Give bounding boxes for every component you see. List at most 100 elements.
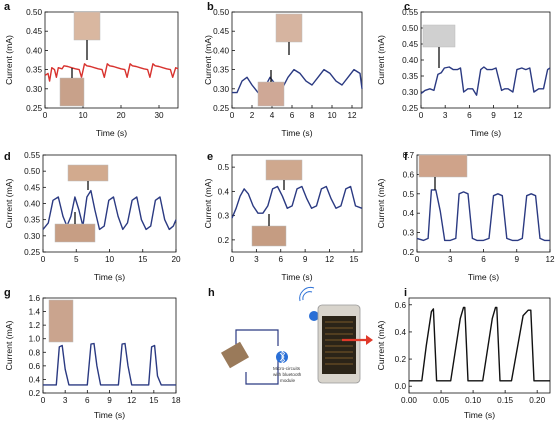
x-tick-label: 0 bbox=[41, 255, 46, 264]
x-tick-label: 0.05 bbox=[433, 396, 449, 405]
y-tick-label: 0.50 bbox=[402, 24, 418, 33]
x-axis-label: Time (s) bbox=[281, 272, 312, 282]
y-tick-label: 0.4 bbox=[29, 375, 41, 384]
series-line-g bbox=[43, 342, 176, 386]
panel-e: e 0.2 0.3 0.4 0.5 0 3 6 9 12 15 Time (s) Current (mA… bbox=[203, 151, 363, 282]
y-tick-label: 0.55 bbox=[24, 151, 40, 160]
panel-g: g 0.2 0.4 0.6 0.8 1.0 1.2 1.4 1.6 0 3 6 9 12 15 18 Time … bbox=[4, 287, 181, 420]
wireless-signal-icon bbox=[299, 287, 315, 302]
y-tick-label: 0.4 bbox=[218, 187, 230, 196]
y-tick-label: 0.45 bbox=[213, 27, 229, 36]
y-tick-label: 0.30 bbox=[213, 85, 229, 94]
y-tick-label: 0.55 bbox=[402, 8, 418, 17]
x-tick-label: 9 bbox=[303, 255, 308, 264]
x-axis-label: Time (s) bbox=[468, 272, 499, 282]
x-tick-label: 12 bbox=[127, 396, 137, 405]
bluetooth-icon bbox=[309, 311, 319, 321]
y-tick-label: 0.25 bbox=[24, 248, 40, 257]
x-tick-label: 0 bbox=[230, 255, 235, 264]
y-axis-label: Current (mA) bbox=[376, 321, 386, 371]
y-tick-label: 0.35 bbox=[26, 66, 42, 75]
y-tick-label: 0.25 bbox=[402, 104, 418, 113]
plot-frame bbox=[408, 297, 551, 394]
x-tick-label: 0.15 bbox=[497, 396, 513, 405]
inset-cheek-a bbox=[275, 13, 303, 43]
x-tick-label: 20 bbox=[116, 111, 126, 120]
x-tick-label: 10 bbox=[105, 255, 115, 264]
panel-c: c 0.25 0.30 0.35 0.40 0.45 0.50 0.55 0 3 6 9 12 Time … bbox=[376, 1, 551, 138]
plot-frame bbox=[231, 11, 363, 109]
x-tick-label: 6 bbox=[290, 111, 295, 120]
x-tick-label: 12 bbox=[347, 111, 357, 120]
panel-f: f 0.2 0.3 0.4 0.5 0.6 0.7 0 3 6 9 12 Time (s) Current… bbox=[376, 151, 555, 282]
y-tick-label: 0.2 bbox=[29, 389, 41, 398]
panel-h-diagram: h Micro-circuits with bluetooth module bbox=[208, 287, 373, 385]
series-line-d bbox=[42, 189, 177, 231]
y-axis-label: Current (mA) bbox=[376, 35, 386, 85]
panel-label-f: f bbox=[404, 151, 408, 163]
y-tick-label: 0.2 bbox=[218, 236, 230, 245]
series-line-e bbox=[231, 185, 363, 219]
series-line-i bbox=[409, 306, 550, 382]
y-tick-label: 0.25 bbox=[26, 104, 42, 113]
series-line-c bbox=[420, 66, 551, 96]
inset-throat bbox=[48, 299, 74, 343]
y-tick-label: 0.50 bbox=[213, 8, 229, 17]
x-tick-label: 15 bbox=[349, 255, 359, 264]
y-tick-label: 0.2 bbox=[395, 355, 407, 364]
panel-b: b 0.25 0.30 0.35 0.40 0.45 0.50 0 2 4 6 8 10 12 Time (… bbox=[203, 1, 363, 138]
plot-frame bbox=[44, 11, 179, 109]
x-tick-label: 30 bbox=[154, 111, 164, 120]
x-tick-label: 4 bbox=[270, 111, 275, 120]
x-tick-label: 6 bbox=[467, 111, 472, 120]
bluetooth-module bbox=[276, 350, 288, 364]
panel-d: d 0.25 0.30 0.35 0.40 0.45 0.50 0.55 0 5 10 15 20 Tim… bbox=[4, 151, 181, 282]
inset-wrist-down bbox=[54, 223, 96, 243]
y-axis-label: Current (mA) bbox=[4, 321, 14, 371]
inset-arm bbox=[418, 154, 468, 178]
bluetooth-icon bbox=[279, 350, 286, 364]
smartphone-screen bbox=[322, 316, 356, 374]
inset-photos bbox=[48, 11, 468, 343]
y-tick-label: 0.40 bbox=[26, 46, 42, 55]
x-tick-label: 12 bbox=[325, 255, 335, 264]
x-tick-label: 3 bbox=[63, 396, 68, 405]
x-tick-label: 5 bbox=[74, 255, 79, 264]
y-tick-label: 0.35 bbox=[213, 66, 229, 75]
x-tick-label: 8 bbox=[310, 111, 315, 120]
inset-wrist-up bbox=[67, 164, 109, 182]
series-line-a bbox=[44, 63, 179, 82]
y-tick-label: 0.8 bbox=[29, 348, 41, 357]
x-tick-label: 10 bbox=[327, 111, 337, 120]
module-caption-line3: module bbox=[280, 378, 296, 383]
y-tick-label: 0.0 bbox=[395, 382, 407, 391]
y-tick-label: 0.6 bbox=[29, 362, 41, 371]
y-tick-label: 0.45 bbox=[26, 27, 42, 36]
x-tick-label: 0 bbox=[43, 111, 48, 120]
series-line-f bbox=[416, 189, 550, 242]
inset-sensor-patch bbox=[422, 24, 456, 48]
x-tick-label: 0 bbox=[415, 255, 420, 264]
module-caption-line1: Micro-circuits bbox=[273, 366, 301, 371]
panel-label-a: a bbox=[4, 1, 11, 13]
panel-i: i 0.0 0.2 0.4 0.6 0.00 0.05 0.10 0.15 0.20 Time (s… bbox=[376, 287, 551, 420]
panel-label-d: d bbox=[4, 151, 11, 163]
y-tick-label: 0.3 bbox=[403, 229, 415, 238]
y-axis-label: Current (mA) bbox=[4, 179, 14, 229]
y-tick-label: 0.35 bbox=[24, 216, 40, 225]
inset-hand-bent bbox=[251, 225, 287, 247]
y-tick-label: 0.25 bbox=[213, 104, 229, 113]
y-tick-label: 0.5 bbox=[218, 163, 230, 172]
x-tick-label: 0.10 bbox=[465, 396, 481, 405]
x-tick-label: 9 bbox=[107, 396, 112, 405]
x-axis-label: Time (s) bbox=[94, 410, 125, 420]
y-tick-label: 0.5 bbox=[403, 190, 415, 199]
y-tick-label: 1.2 bbox=[29, 321, 41, 330]
y-tick-label: 0.30 bbox=[24, 232, 40, 241]
x-tick-label: 15 bbox=[138, 255, 148, 264]
y-tick-label: 0.40 bbox=[24, 200, 40, 209]
y-tick-label: 0.4 bbox=[403, 209, 415, 218]
x-axis-label: Time (s) bbox=[281, 128, 312, 138]
x-tick-label: 6 bbox=[85, 396, 90, 405]
